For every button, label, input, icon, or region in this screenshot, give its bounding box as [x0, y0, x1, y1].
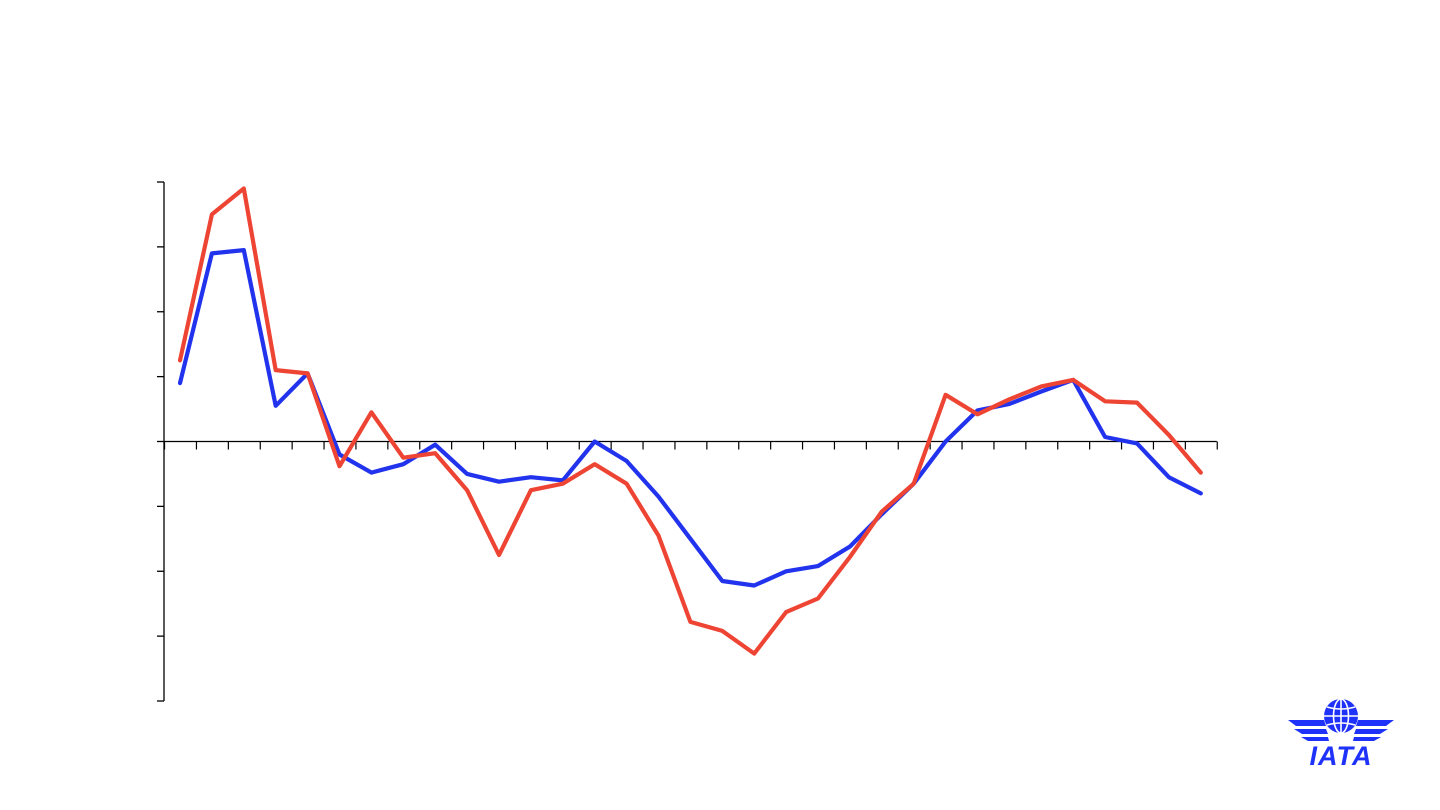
iata-logo: IATA: [1288, 698, 1394, 770]
chart-series: [177, 186, 1203, 656]
series-line-2: [177, 186, 1203, 656]
globe-wings-icon: [1288, 698, 1394, 741]
iata-logo-text: IATA: [1310, 741, 1373, 770]
series-line-1: [177, 248, 1203, 588]
chart-axes: [157, 181, 1218, 702]
